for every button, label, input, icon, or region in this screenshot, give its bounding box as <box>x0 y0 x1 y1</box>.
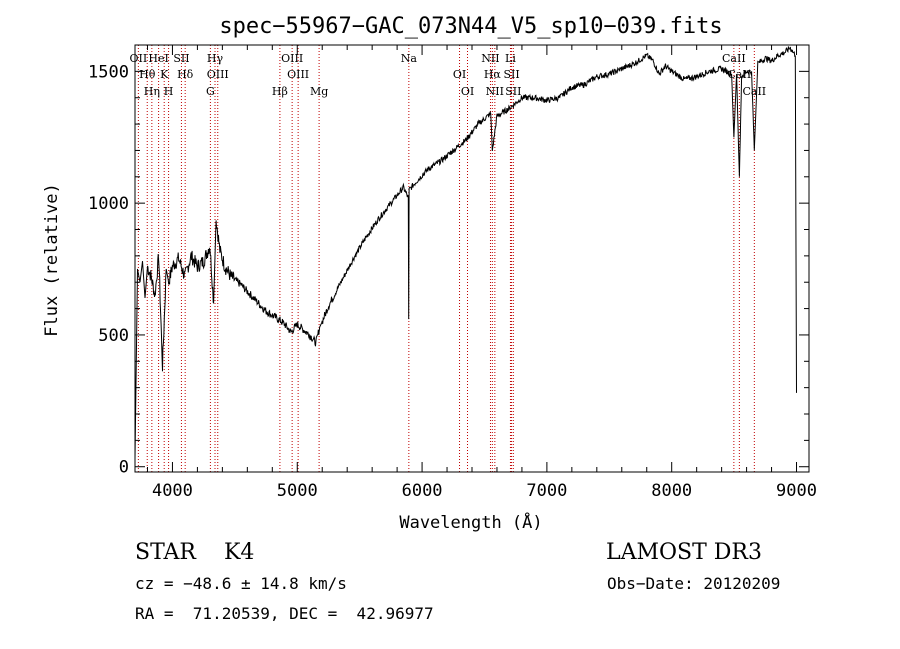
plot-frame <box>134 44 810 473</box>
observation-date: Obs−Date: 20120209 <box>607 574 781 593</box>
x-axis-label: Wavelength (Å) <box>399 511 542 533</box>
spectral-line-label: OIII <box>207 68 229 81</box>
spectral-lines-layer <box>137 45 755 472</box>
spectral-line-label: Hδ <box>177 68 194 81</box>
spectral-line-label: CaII <box>742 85 766 98</box>
chart-title: spec−55967−GAC_073N44_V5_sp10−039.fits <box>219 14 722 39</box>
spectral-line-label: Hη <box>144 85 160 98</box>
coordinates-radec: RA = 71.20539, DEC = 42.96977 <box>135 604 434 623</box>
spectral-line-label: Li <box>505 52 516 65</box>
spectral-line-label: SII <box>505 85 521 98</box>
y-tick-label: 1500 <box>88 62 129 82</box>
y-axis-label: Flux (relative) <box>42 183 62 337</box>
x-tick-label: 7000 <box>526 481 567 501</box>
y-tick-label: 500 <box>98 326 129 346</box>
spectral-line-label: Hθ <box>139 68 156 81</box>
spectral-line-label: H <box>164 85 174 98</box>
spectral-line-label: Hβ <box>272 85 288 98</box>
spectral-line-label: Mg <box>310 85 328 98</box>
spectral-line-label: SII <box>503 68 519 81</box>
spectral-line-labels-layer: OIIHθHηHeIKHSIIHδGHγOIIIHβOIIIOIIIMgNaOI… <box>130 52 767 98</box>
y-tick-label: 0 <box>119 458 129 478</box>
flux-series-line <box>134 46 797 459</box>
spectral-line-label: NII <box>486 85 504 98</box>
spectral-line-label: SII <box>173 52 189 65</box>
spectral-line-label: OI <box>453 68 466 81</box>
spectral-line-label: K <box>160 68 169 81</box>
spectral-line-label: OIII <box>287 68 309 81</box>
survey-name: LAMOST DR3 <box>606 540 762 565</box>
x-tick-label: 9000 <box>776 481 817 501</box>
spectral-line-label: NII <box>481 52 499 65</box>
redshift-cz: cz = −48.6 ± 14.8 km/s <box>135 574 347 593</box>
spectral-line-label: Hα <box>484 68 502 81</box>
spectral-line-label: HeI <box>148 52 168 65</box>
spectral-line-label: CaII <box>722 52 746 65</box>
x-tick-label: 6000 <box>402 481 443 501</box>
axes-layer: 4000 5000 6000 7000 8000 9000 0 500 1000 1500 <box>88 45 817 501</box>
x-tick-label: 8000 <box>651 481 692 501</box>
spectral-line-label: Na <box>401 52 418 65</box>
y-tick-label: 1000 <box>88 194 129 214</box>
x-tick-label: 5000 <box>277 481 318 501</box>
spectral-line-label: OIII <box>281 52 303 65</box>
spectral-line-label: OI <box>461 85 474 98</box>
spectral-line-label: OII <box>130 52 148 65</box>
x-tick-label: 4000 <box>152 481 193 501</box>
spectral-line-label: Hγ <box>207 52 224 65</box>
object-class: STAR K4 <box>135 540 255 565</box>
spectral-line-label: G <box>206 85 215 98</box>
